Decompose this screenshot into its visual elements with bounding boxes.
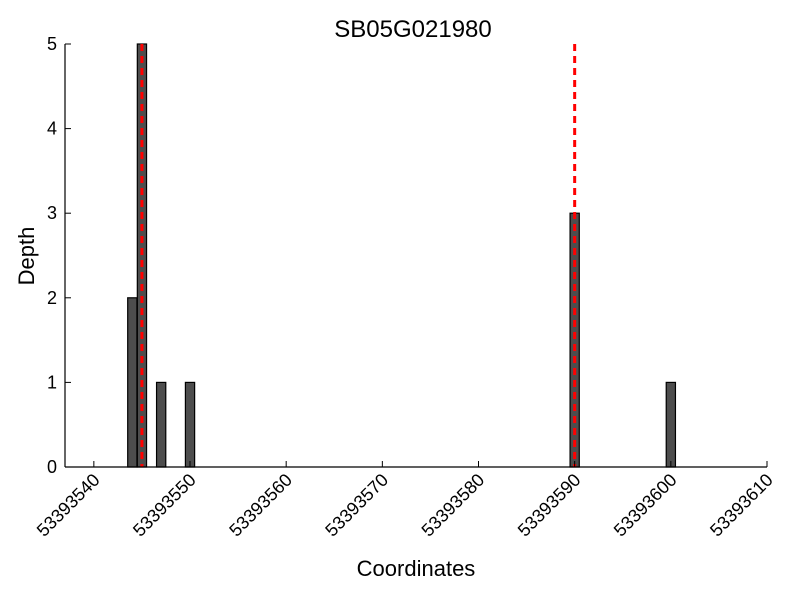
y-tick-label-3: 3 <box>47 203 57 223</box>
x-axis-label: Coordinates <box>357 556 476 581</box>
chart-title: SB05G021980 <box>334 16 491 43</box>
marker-lines-layer <box>140 44 577 467</box>
x-tick-label-6: 53393600 <box>610 470 681 541</box>
x-tick-label-4: 53393580 <box>418 470 489 541</box>
x-tick-label-0: 53393540 <box>33 470 104 541</box>
axes-layer <box>64 44 767 468</box>
y-axis-label: Depth <box>14 227 39 286</box>
y-tick-label-5: 5 <box>47 34 57 54</box>
y-tick-label-0: 0 <box>47 457 57 477</box>
bar-3 <box>184 381 196 468</box>
y-tick-label-4: 4 <box>47 119 57 139</box>
bars-layer <box>127 43 677 468</box>
y-tick-label-2: 2 <box>47 288 57 308</box>
x-tick-label-5: 53393590 <box>514 470 585 541</box>
x-tick-label-3: 53393570 <box>321 470 392 541</box>
x-tick-label-2: 53393560 <box>225 470 296 541</box>
bar-0 <box>127 297 138 468</box>
y-tick-label-1: 1 <box>47 372 57 392</box>
x-tick-label-1: 53393550 <box>129 470 200 541</box>
bar-2 <box>155 381 167 468</box>
bar-5 <box>665 381 677 468</box>
x-tick-label-7: 53393610 <box>706 470 777 541</box>
